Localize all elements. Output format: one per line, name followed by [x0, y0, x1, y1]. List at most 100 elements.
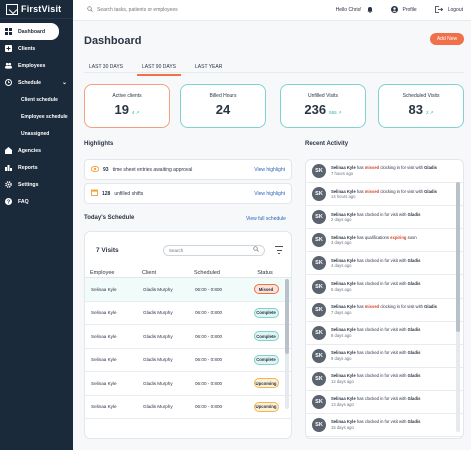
clients-icon [5, 45, 12, 52]
column-scheduled[interactable]: Scheduled [194, 269, 220, 276]
activity-target: Gladis [407, 373, 421, 379]
table-row[interactable]: Selinaa Kyle Gladis Murphy 06:00 - 0:800… [85, 396, 291, 419]
bell-icon[interactable] [366, 6, 373, 15]
stat-card-scheduled-visits[interactable]: Scheduled Visits 83 2 ↗ [378, 84, 464, 128]
activity-item[interactable]: SK Selinaa Kyle has missed clocking in fo… [306, 183, 463, 207]
activity-text: Selinaa Kyle has qualifications expiring… [331, 235, 417, 246]
stat-trend-value: 4 [131, 110, 135, 115]
sidebar-item-dashboard[interactable]: Dashboard [0, 23, 59, 40]
table-row[interactable]: Selinaa Kyle Gladis Murphy 06:00 - 0:800… [85, 349, 291, 372]
activity-pre: has [356, 165, 364, 171]
activity-item[interactable]: SK Selinaa Kyle has clocked in for visit … [306, 368, 463, 391]
chevron-down-icon[interactable]: ⌄ [61, 80, 67, 86]
table-row[interactable]: Selinaa Kyle Gladis Murphy 06:00 - 0:800… [85, 302, 291, 325]
search-input[interactable] [97, 7, 247, 13]
agencies-icon [5, 147, 12, 154]
stat-trend-value: 2 [425, 110, 429, 115]
activity-pre: has clocked in for visit with [356, 373, 407, 379]
activity-pre: has clocked in for visit with [356, 280, 407, 286]
employee-cell: Selinaa Kyle [91, 286, 117, 292]
activity-item[interactable]: SK Selinaa Kyle has clocked in for visit … [306, 252, 463, 276]
avatar: SK [312, 279, 326, 294]
tab-last-90-days[interactable]: LAST 90 DAYS [137, 61, 181, 76]
stat-value-row: 19 4 ↗ [85, 102, 169, 117]
stat-value-row: 83 2 ↗ [379, 102, 463, 117]
filter-icon[interactable] [275, 246, 283, 254]
activity-text: Selinaa Kyle has clocked in for visit wi… [331, 258, 420, 269]
sidebar-item-reports[interactable]: Reports [0, 159, 73, 176]
stat-card-active-clients[interactable]: Active clients 19 4 ↗ [84, 84, 170, 128]
avatar: SK [312, 210, 326, 225]
sidebar-item-label: Settings [18, 181, 39, 188]
logout-icon[interactable] [434, 5, 443, 15]
sidebar-item-faq[interactable]: ? FAQ [0, 193, 73, 210]
sidebar-item-schedule[interactable]: Schedule ⌄ [0, 74, 73, 91]
activity-item[interactable]: SK Selinaa Kyle has clocked in for visit … [306, 345, 463, 368]
sidebar-item-employees[interactable]: Employees [0, 57, 73, 74]
sidebar-sub-unassigned[interactable]: Unassigned [21, 130, 50, 137]
avatar: SK [312, 187, 326, 202]
sidebar-item-agencies[interactable]: Agencies [0, 142, 73, 159]
table-row[interactable]: Selinaa Kyle Gladis Murphy 06:00 - 0:800… [85, 325, 291, 349]
activity-item[interactable]: SK Selinaa Kyle has clocked in for visit … [306, 275, 463, 299]
add-new-button[interactable]: Add New [430, 33, 464, 45]
tab-last-year[interactable]: LAST YEAR [195, 64, 223, 70]
column-employee[interactable]: Employee [90, 269, 115, 276]
view-full-schedule-link[interactable]: View full schedule [246, 216, 286, 222]
sidebar-sub-employee-schedule[interactable]: Employee schedule [21, 113, 68, 120]
activity-time: 5 days ago [331, 286, 352, 292]
stat-card-unfilled-visits[interactable]: Unfilled Visits 236 555 ↗ [280, 84, 366, 128]
table-row[interactable]: Selinaa Kyle Gladis Murphy 06:00 - 0:800… [85, 278, 291, 302]
column-client[interactable]: Client [142, 269, 157, 276]
schedule-scrollbar-thumb[interactable] [285, 279, 289, 354]
sidebar-sub-client-schedule[interactable]: Client schedule [21, 96, 58, 103]
activity-target: Gladis [424, 165, 437, 171]
app-logo[interactable]: FirstVisit [0, 0, 73, 19]
clock-icon [5, 79, 12, 86]
activity-text: Selinaa Kyle has clocked in for visit wi… [331, 396, 420, 407]
activity-item[interactable]: SK Selinaa Kyle has clocked in for visit … [306, 206, 463, 230]
view-highlight-link[interactable]: View highlight [254, 190, 285, 197]
column-status[interactable]: Status [257, 269, 273, 276]
activity-item[interactable]: SK Selinaa Kyle has clocked in for visit … [306, 414, 463, 438]
client-cell: Gladis Murphy [143, 310, 173, 316]
status-cell: Complete [247, 307, 285, 318]
profile-icon[interactable] [390, 5, 398, 15]
activity-item[interactable]: SK Selinaa Kyle has clocked in for visit … [306, 391, 463, 415]
activity-item[interactable]: SK Selinaa Kyle has missed clocking in fo… [306, 299, 463, 322]
page-title: Dashboard [84, 35, 142, 47]
view-highlight-link[interactable]: View highlight [254, 166, 285, 173]
global-search [87, 6, 307, 14]
schedule-header: 7 Visits [85, 232, 291, 268]
activity-scrollbar[interactable] [456, 182, 460, 432]
status-cell: Missed [247, 284, 285, 295]
schedule-scrollbar[interactable] [285, 279, 289, 409]
activity-text: Selinaa Kyle has clocked in for visit wi… [331, 212, 420, 223]
activity-item[interactable]: SK Selinaa Kyle has qualifications expiri… [306, 229, 463, 253]
activity-text: Selinaa Kyle has missed clocking in for … [331, 189, 437, 200]
activity-item[interactable]: SK Selinaa Kyle has clocked in for visit … [306, 322, 463, 345]
activity-pre: has clocked in for visit with [356, 419, 407, 425]
sidebar: FirstVisit Dashboard Clients Employees S… [0, 0, 73, 450]
activity-target: Gladis [424, 304, 437, 310]
sidebar-item-clients[interactable]: Clients [0, 40, 73, 57]
employee-cell: Selinaa Kyle [91, 310, 117, 316]
sidebar-item-settings[interactable]: Settings [0, 176, 73, 193]
stat-value-row: 24 [181, 102, 265, 117]
activity-scrollbar-thumb[interactable] [456, 182, 460, 332]
logout-link[interactable]: Logout [447, 7, 463, 13]
table-row[interactable]: Selinaa Kyle Gladis Murphy 06:00 - 0:800… [85, 372, 291, 396]
avatar: SK [312, 164, 326, 179]
stat-label: Scheduled Visits [402, 93, 440, 99]
highlight-count: 93 [103, 166, 109, 173]
activity-user: Selinaa Kyle [331, 165, 356, 171]
activity-post: clocking in for visit with [380, 165, 423, 171]
profile-link[interactable]: Profile [402, 7, 417, 13]
tab-last-30-days[interactable]: LAST 30 DAYS [89, 64, 123, 70]
activity-item[interactable]: SK Selinaa Kyle has missed clocking in fo… [306, 160, 463, 184]
stat-card-billed-hours[interactable]: Billed Hours 24 [180, 84, 266, 128]
activity-post: clocking in for visit with [380, 188, 423, 194]
dashboard-icon [5, 28, 12, 35]
search-icon [87, 6, 93, 14]
schedule-search-input[interactable] [169, 247, 253, 253]
